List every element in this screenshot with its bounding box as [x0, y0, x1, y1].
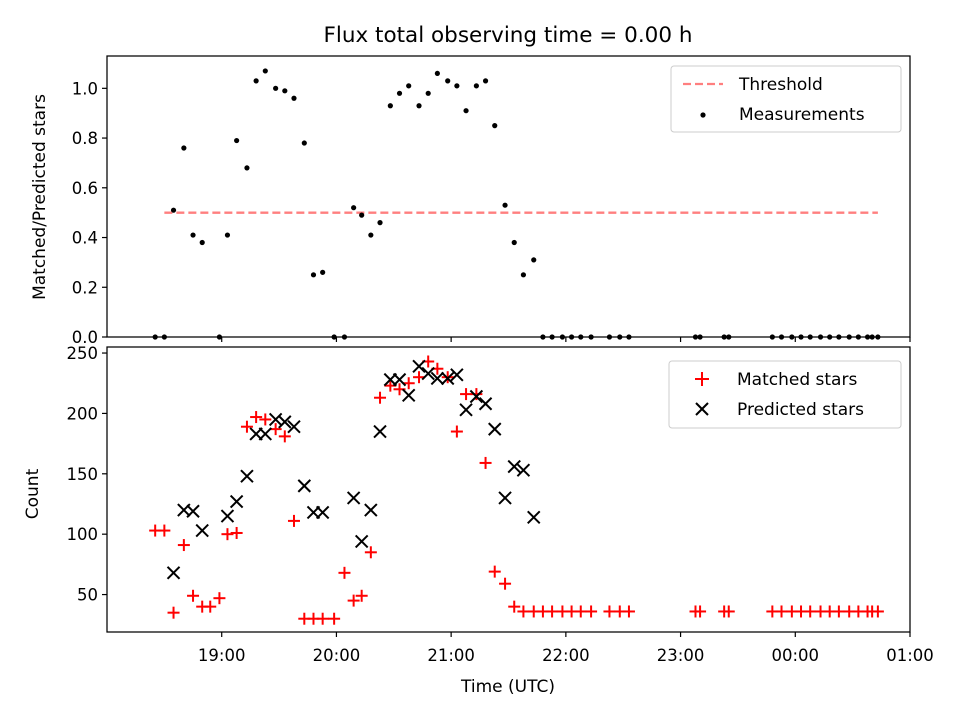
measurement-point: [512, 240, 517, 245]
top-y-axis-label: Matched/Predicted stars: [30, 94, 50, 300]
bottom-y-tick-label: 150: [67, 465, 99, 484]
measurement-point: [263, 68, 268, 73]
measurement-point: [454, 83, 459, 88]
top-y-tick-label: 0.4: [72, 229, 98, 248]
measurement-point: [492, 123, 497, 128]
bottom-legend: Matched stars Predicted stars: [669, 361, 901, 428]
x-tick-label: 00:00: [772, 646, 820, 665]
measurement-point: [254, 78, 259, 83]
predicted-legend-label: Predicted stars: [737, 400, 864, 420]
threshold-legend-label: Threshold: [738, 75, 823, 95]
top-legend: Threshold Measurements: [671, 66, 901, 132]
measurement-point: [377, 220, 382, 225]
top-y-tick-label: 0.6: [72, 179, 98, 198]
measurement-point: [181, 145, 186, 150]
chart-title: Flux total observing time = 0.00 h: [324, 23, 693, 48]
measurement-point: [190, 232, 195, 237]
x-tick-label: 23:00: [657, 646, 705, 665]
measurement-point: [273, 86, 278, 91]
measurement-point: [368, 232, 373, 237]
bottom-y-tick-label: 200: [67, 404, 99, 423]
measurement-point: [234, 138, 239, 143]
measurement-point: [397, 91, 402, 96]
figure: Flux total observing time = 0.00 h Match…: [0, 0, 960, 720]
measurement-point: [359, 213, 364, 218]
top-y-tick-label: 1.0: [72, 79, 98, 98]
matched-legend-label: Matched stars: [737, 370, 857, 390]
measurement-point: [244, 165, 249, 170]
measurement-point: [171, 208, 176, 213]
measurement-point: [311, 272, 316, 277]
x-tick-label: 22:00: [542, 646, 590, 665]
x-axis-label: Time (UTC): [460, 677, 555, 697]
measurements-legend-label: Measurements: [739, 105, 865, 125]
x-tick-label: 01:00: [886, 646, 934, 665]
measurements-legend-marker: [700, 112, 705, 117]
bottom-y-tick-label: 100: [67, 525, 99, 544]
measurement-point: [502, 203, 507, 208]
measurement-point: [531, 257, 536, 262]
measurement-point: [225, 232, 230, 237]
measurement-point: [474, 83, 479, 88]
measurement-point: [282, 88, 287, 93]
top-y-tick-label: 0.8: [72, 129, 98, 148]
bottom-y-tick-label: 250: [67, 344, 99, 363]
measurement-point: [463, 108, 468, 113]
top-y-tick-label: 0.2: [72, 278, 98, 297]
bottom-y-axis-label: Count: [23, 468, 43, 519]
measurement-point: [435, 71, 440, 76]
x-tick-label: 20:00: [313, 646, 361, 665]
bottom-y-tick-label: 50: [77, 586, 98, 605]
measurement-point: [416, 103, 421, 108]
measurement-point: [320, 270, 325, 275]
x-tick-label: 19:00: [198, 646, 246, 665]
measurement-point: [406, 83, 411, 88]
measurement-point: [483, 78, 488, 83]
measurement-point: [302, 140, 307, 145]
measurement-point: [426, 91, 431, 96]
measurement-point: [388, 103, 393, 108]
measurement-point: [200, 240, 205, 245]
measurement-point: [445, 78, 450, 83]
measurement-point: [521, 272, 526, 277]
measurement-point: [351, 205, 356, 210]
measurement-point: [291, 96, 296, 101]
x-tick-label: 21:00: [427, 646, 475, 665]
